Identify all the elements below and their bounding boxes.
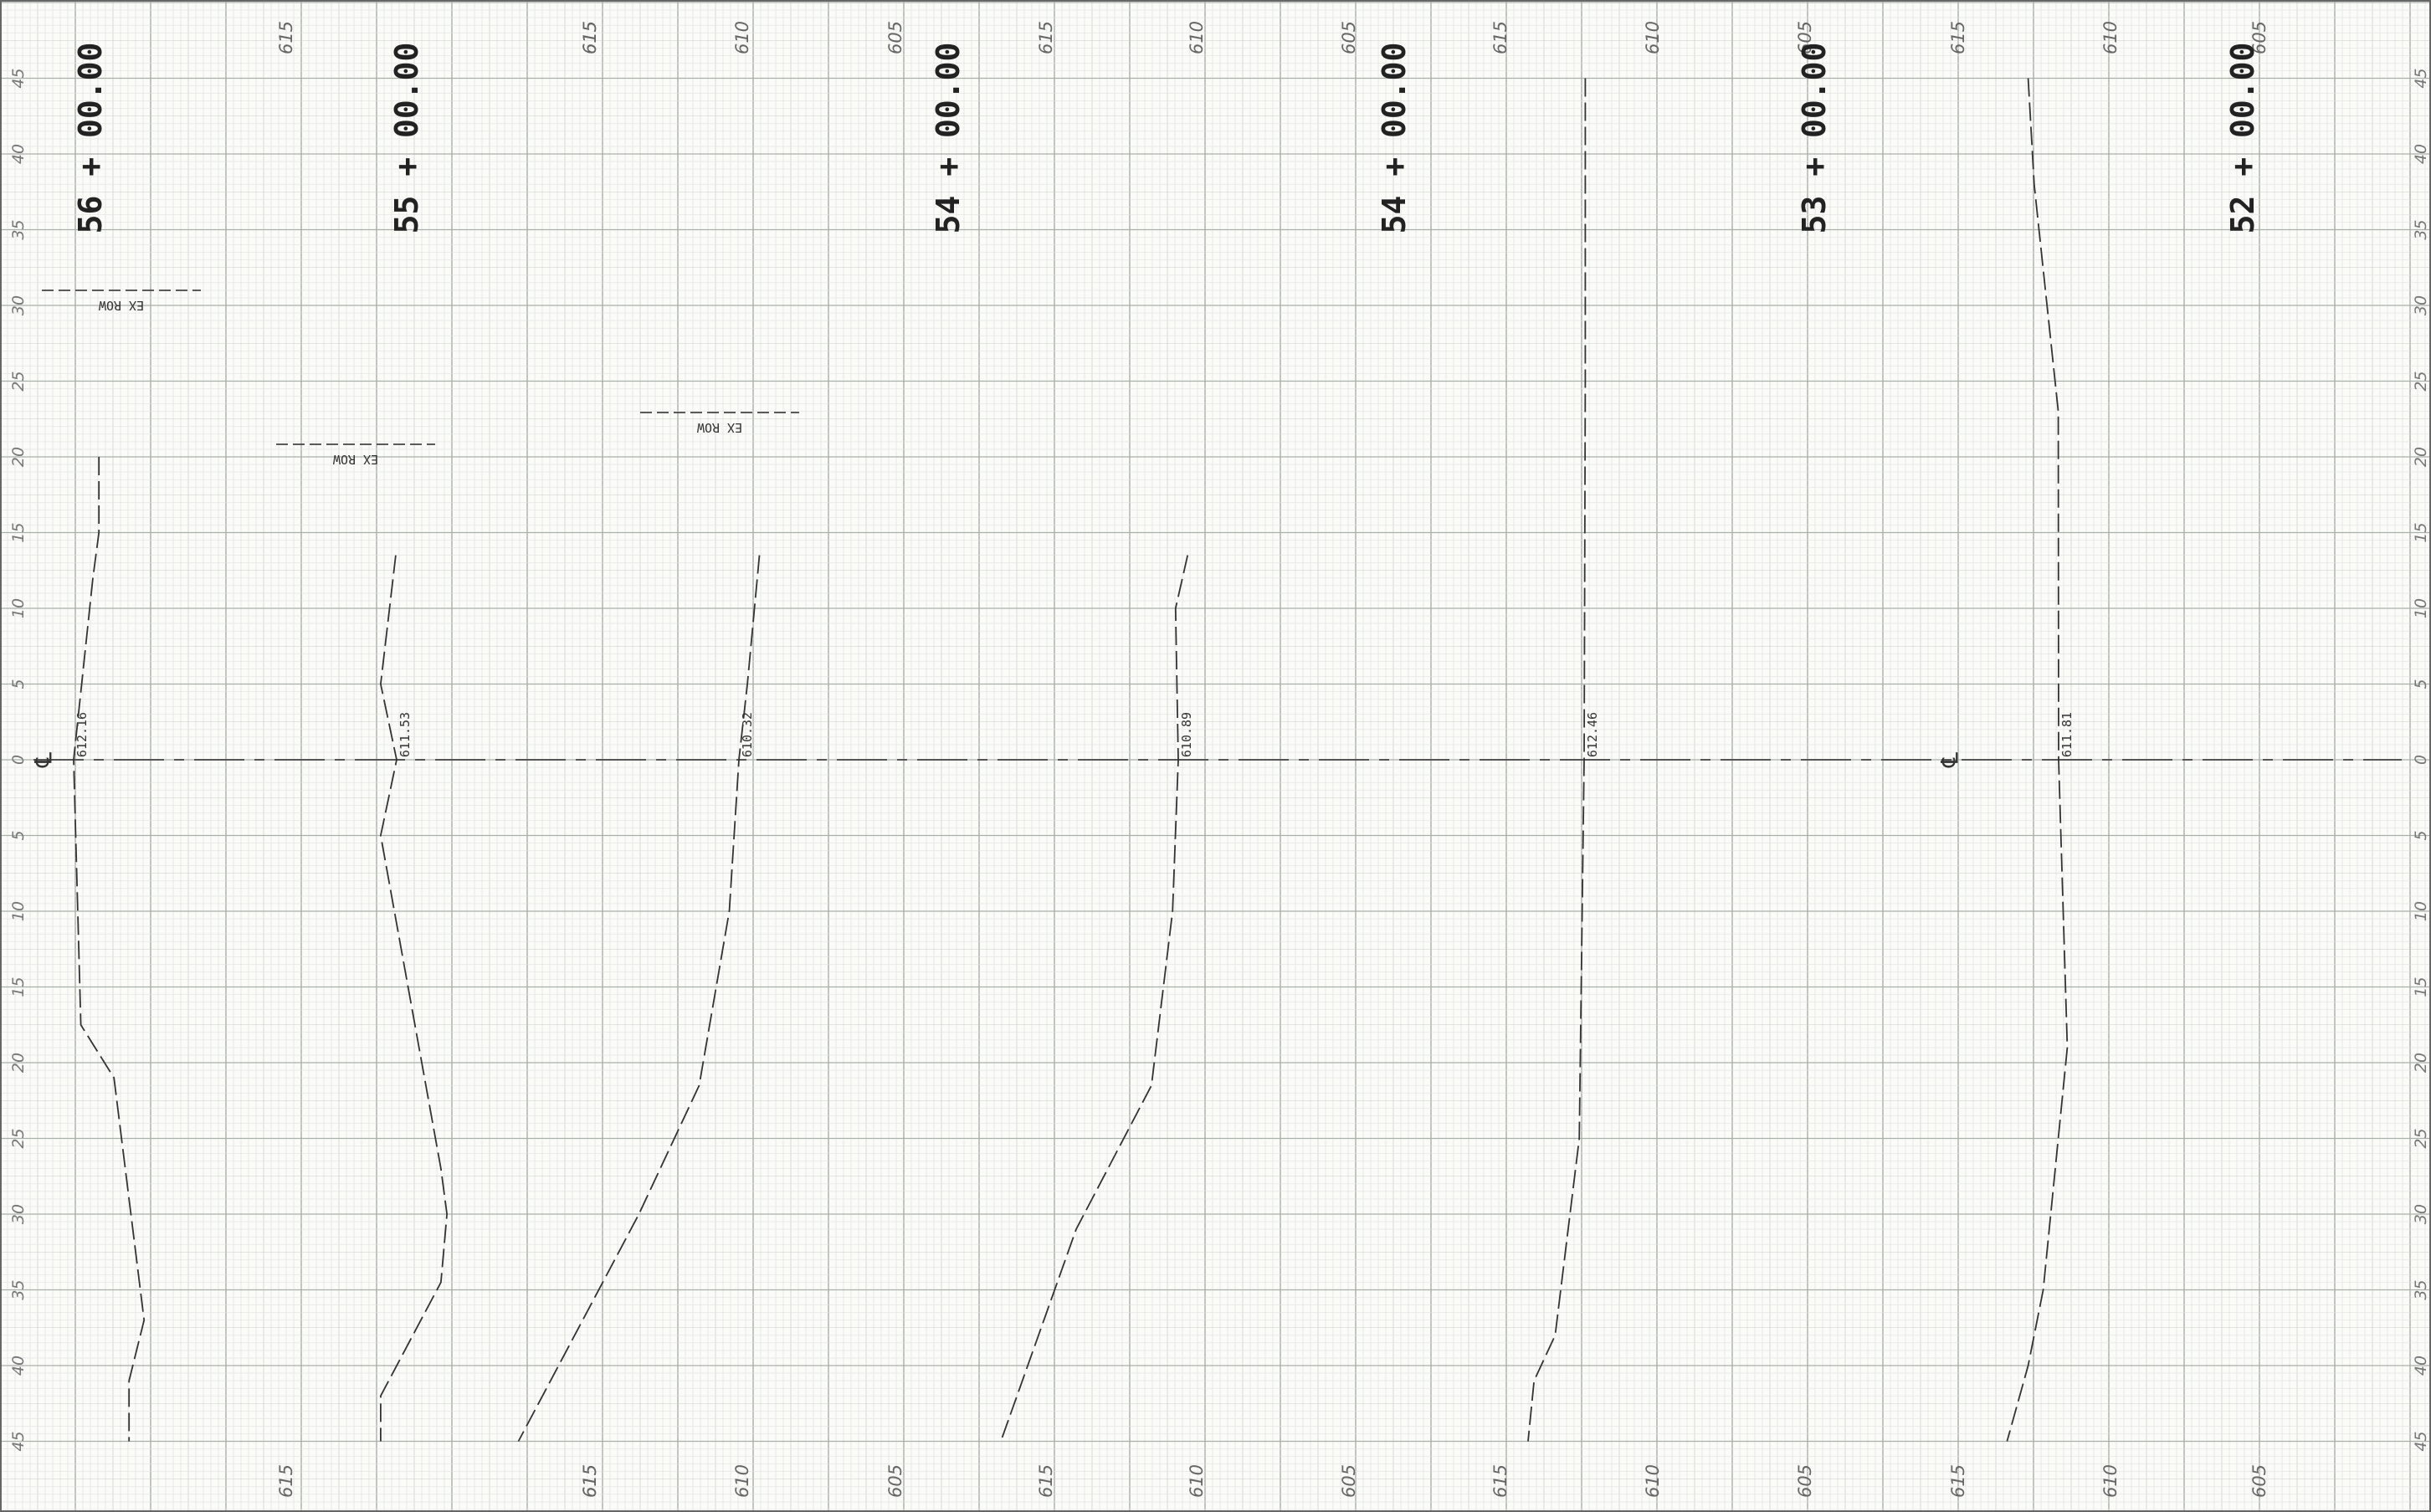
section-3: 615 610 605 615 610 605 54 + 00.00 610.32 EX ROW [517,21,967,1498]
offset-label-right: 40 [2412,1356,2430,1376]
offset-label-left: 5 [9,830,28,840]
elevation-label-bottom: 615 [580,1464,600,1498]
centerline-elevation: 610.89 [1179,712,1194,757]
station-label: 54 + 00.00 [930,43,967,234]
elevation-label-bottom: 605 [2249,1464,2269,1498]
offset-scale: 45 45 40 40 35 35 30 30 25 25 20 20 15 15 10 10 5 5 0 0 5 5 10… [9,68,2430,1451]
elevation-label-bottom: 615 [1036,1464,1056,1498]
ex-row-label: EX ROW [332,452,378,467]
elevation-label-top: 605 [1339,21,1359,54]
station-label: 55 + 00.00 [388,43,425,234]
elevation-label-bottom: 605 [885,1464,905,1498]
elevation-label-bottom: 605 [1795,1464,1815,1498]
elevation-label-top: 615 [580,21,600,54]
offset-label-right: 0 [2412,755,2430,765]
elevation-label-bottom: 615 [1948,1464,1968,1498]
offset-label-left: 5 [9,679,28,689]
elevation-label-top: 610 [1643,21,1663,54]
offset-label-left: 45 [9,68,28,88]
elevation-label-top: 615 [276,21,296,54]
offset-label-left: 25 [9,371,28,391]
ground-profile [1000,555,1189,1442]
ex-row-label: EX ROW [696,420,742,435]
offset-label-right: 30 [2412,1204,2430,1224]
centerline-elevation: 611.53 [397,712,413,757]
elevation-label-bottom: 610 [732,1464,752,1498]
elevation-label-bottom: 615 [580,1464,600,1498]
centerline-symbol-right: ℄ [1936,752,1964,768]
ground-profile [2006,78,2069,1442]
elevation-label-top: 610 [732,21,752,54]
offset-label-left: 0 [9,755,28,765]
offset-label-left: 35 [9,219,28,239]
elevation-label-top: 605 [2249,21,2269,54]
station-label: 56 + 00.00 [72,43,109,234]
offset-label-left: 20 [9,1053,28,1073]
offset-label-right: 5 [2412,830,2430,840]
offset-label-left: 40 [9,144,28,164]
centerline-group: ℄ ℄ [30,752,2402,768]
offset-label-left: 10 [9,901,28,921]
elevation-label-top: 610 [1187,21,1207,54]
offset-label-left: 20 [9,447,28,467]
offset-label-right: 15 [2412,976,2430,997]
offset-label-left: 25 [9,1128,28,1148]
offset-label-left: 30 [9,1204,28,1224]
elevation-label-bottom: 610 [1187,1464,1207,1498]
station-label: 53 + 00.00 [1796,43,1833,234]
offset-label-right: 5 [2412,679,2430,689]
centerline-elevation: 611.81 [2059,712,2075,757]
offset-label-right: 25 [2412,1128,2430,1148]
section-4: 615 610 605 615 610 605 54 + 00.00 610.89 [1000,21,1413,1498]
centerline-elevation: 612.46 [1585,712,1600,757]
elevation-label-top: 605 [1795,21,1815,54]
offset-label-right: 30 [2412,295,2430,315]
offset-label-left: 30 [9,295,28,315]
elevation-label-bottom: 615 [1490,1464,1510,1498]
offset-label-right: 15 [2412,522,2430,542]
elevation-label-bottom: 605 [1339,1464,1359,1498]
centerline-symbol-left: ℄ [30,752,58,768]
offset-label-left: 45 [9,1431,28,1451]
elevation-label-top: 615 [1036,21,1056,54]
offset-label-left: 15 [9,976,28,997]
elevation-label-top: 615 [1490,21,1510,54]
offset-label-right: 20 [2412,447,2430,467]
ground-profile [73,457,146,1442]
offset-label-left: 40 [9,1356,28,1376]
elevation-label-top: 615 [580,21,600,54]
offset-label-right: 35 [2412,219,2430,239]
elevation-label-top: 615 [1948,21,1968,54]
station-label: 52 + 00.00 [2224,43,2261,234]
offset-label-left: 15 [9,522,28,542]
section-2: 615 615 55 + 00.00 611.53 EX ROW [276,21,600,1498]
offset-label-right: 45 [2412,1431,2430,1451]
offset-label-right: 10 [2412,598,2430,618]
ex-row-label: EX ROW [98,298,144,313]
elevation-label-top: 610 [2100,21,2121,54]
ground-profile [517,555,761,1442]
offset-label-left: 10 [9,598,28,618]
centerline-elevation: 610.32 [740,712,755,757]
offset-label-right: 20 [2412,1053,2430,1073]
offset-label-left: 35 [9,1279,28,1299]
elevation-label-top: 605 [885,21,905,54]
offset-label-right: 25 [2412,371,2430,391]
offset-label-right: 10 [2412,901,2430,921]
elevation-label-bottom: 610 [1643,1464,1663,1498]
elevation-label-bottom: 615 [276,1464,296,1498]
offset-label-right: 45 [2412,68,2430,88]
ground-profile [379,555,449,1442]
ground-profile [1527,78,1587,1442]
elevation-label-bottom: 610 [2100,1464,2121,1498]
offset-label-right: 40 [2412,144,2430,164]
offset-label-right: 35 [2412,1279,2430,1299]
station-label: 54 + 00.00 [1376,43,1413,234]
